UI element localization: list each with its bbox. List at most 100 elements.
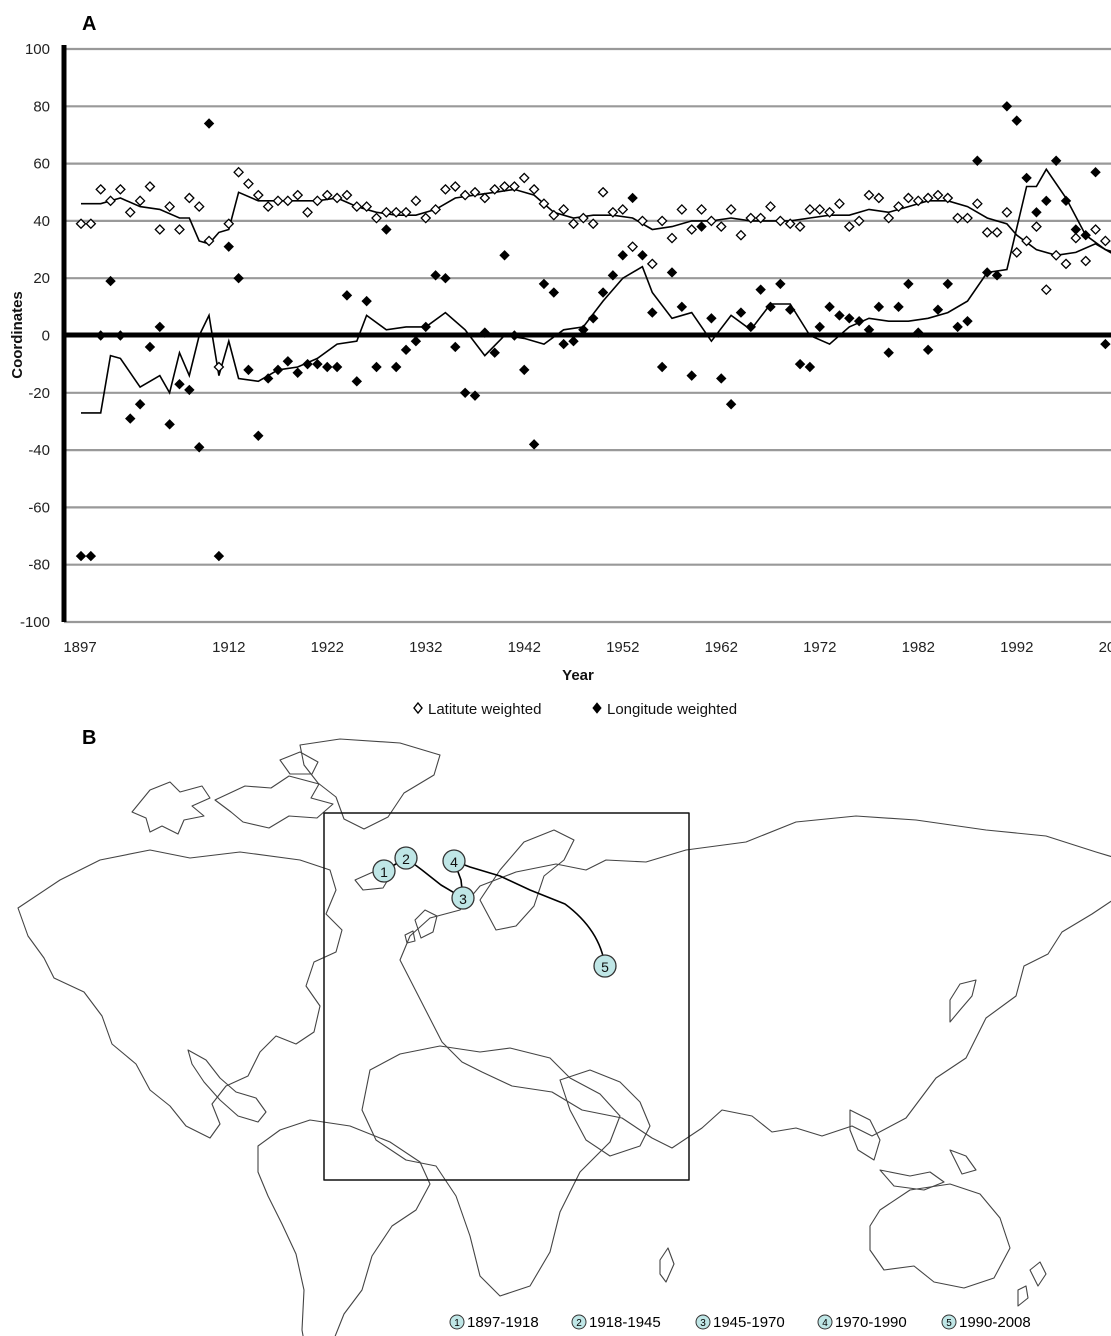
longitude-point [233,272,244,284]
latitude-point [952,212,964,224]
longitude-point [184,384,195,396]
y-tick-label: -100 [20,614,50,631]
longitude-point [430,270,441,281]
longitude-point [725,399,737,410]
longitude-point [637,250,648,261]
longitude-point [213,550,225,562]
eurasia [399,815,1111,1149]
longitude-point [991,270,1003,281]
legend-lat-label: Latitute weighted [428,701,541,718]
latitude-point [548,209,560,221]
longitude-point [972,155,983,166]
latitude-point [962,212,973,224]
legend-lat-marker [413,701,423,715]
british-isles [404,909,438,944]
longitude-point [962,315,973,327]
latitude-point [282,195,294,207]
latitude-point [252,189,264,201]
latitude-point [203,235,215,247]
latitude-point [390,206,402,218]
latitude-point [174,224,185,235]
latitude-point [1011,246,1023,258]
latitude-point [696,204,707,215]
map-legend-item-1: 1 1897-1918 [449,1314,539,1331]
latitude-point [883,212,895,224]
longitude-point [883,347,894,358]
latitude-point [351,201,363,212]
longitude-point [696,221,707,232]
latitude-point [469,186,481,198]
arctic-islands [131,751,334,835]
smoothed-lines [81,167,1111,414]
longitude-point [706,313,717,324]
latitude-point [725,204,737,215]
legend-lon-label: Longitude weighted [607,701,737,718]
latitude-point [213,361,225,373]
latitude-point [538,198,550,210]
latitude-point [1080,255,1092,267]
latitude-point [302,206,313,218]
y-tick-label: 60 [33,156,50,173]
longitude-point [607,270,619,281]
longitude-point [75,550,87,562]
latitude-point [518,172,530,184]
latitude-point [607,206,619,218]
longitude-point [627,192,638,204]
latitude-point [745,212,757,224]
latitude-point [794,221,806,233]
longitude-point [469,390,481,401]
y-tick-label: -60 [28,499,50,516]
latitude-point [440,183,451,195]
latitude-point [824,206,836,218]
longitude-point [784,304,796,315]
latitude-point [646,258,658,270]
map-legend-num-3: 3 [700,1318,706,1329]
latitude-point [804,204,816,215]
longitude-point [193,442,205,453]
map-legend-num-1: 1 [454,1318,460,1329]
longitude-point [174,378,185,390]
x-tick-label: 1942 [508,639,541,656]
longitude-point [568,336,579,347]
latitude-point [528,183,540,195]
marker-1-label: 1 [380,864,388,880]
latitude-point [1040,284,1052,296]
map-legend-item-3: 3 1945-1970 [695,1314,785,1331]
marker-2 [394,846,418,870]
map-legend-range-4: 1970-1990 [835,1314,907,1331]
longitude-point [381,224,392,235]
latitude-point [105,195,116,207]
longitude-point [302,358,313,370]
y-tick-label: 40 [33,213,50,230]
x-tick-label: 1897 [63,639,96,656]
north-america [17,849,343,1139]
longitude-point [528,439,540,450]
longitude-point [331,361,343,373]
longitude-point [410,336,422,347]
map-legend: 1 1897-1918 2 1918-1945 3 1945-1970 4 19… [449,1314,1031,1331]
iceland [354,871,390,891]
latitude-point [774,215,786,227]
latitude-point [853,215,865,227]
longitude-point [942,278,954,290]
longitude-point [450,341,461,353]
japan [949,979,977,1023]
latitude-point [459,189,471,201]
latitude-point [942,192,954,204]
latitude-point [922,192,934,204]
latitude-point [637,215,648,227]
latitude-point [814,204,826,215]
y-tick-label: 100 [25,41,50,58]
latitude-point [193,201,205,212]
latitude-point [361,201,373,212]
longitude-point [952,321,963,333]
latitude-point [784,218,796,230]
longitude-point [519,364,530,376]
y-tick-label: -40 [28,442,50,459]
longitude-point [1080,230,1091,241]
longitude-point [282,356,294,367]
longitude-point [243,364,254,376]
longitude-point [400,344,412,356]
marker-2-label: 2 [402,851,410,867]
x-tick-label: 1972 [803,639,836,656]
